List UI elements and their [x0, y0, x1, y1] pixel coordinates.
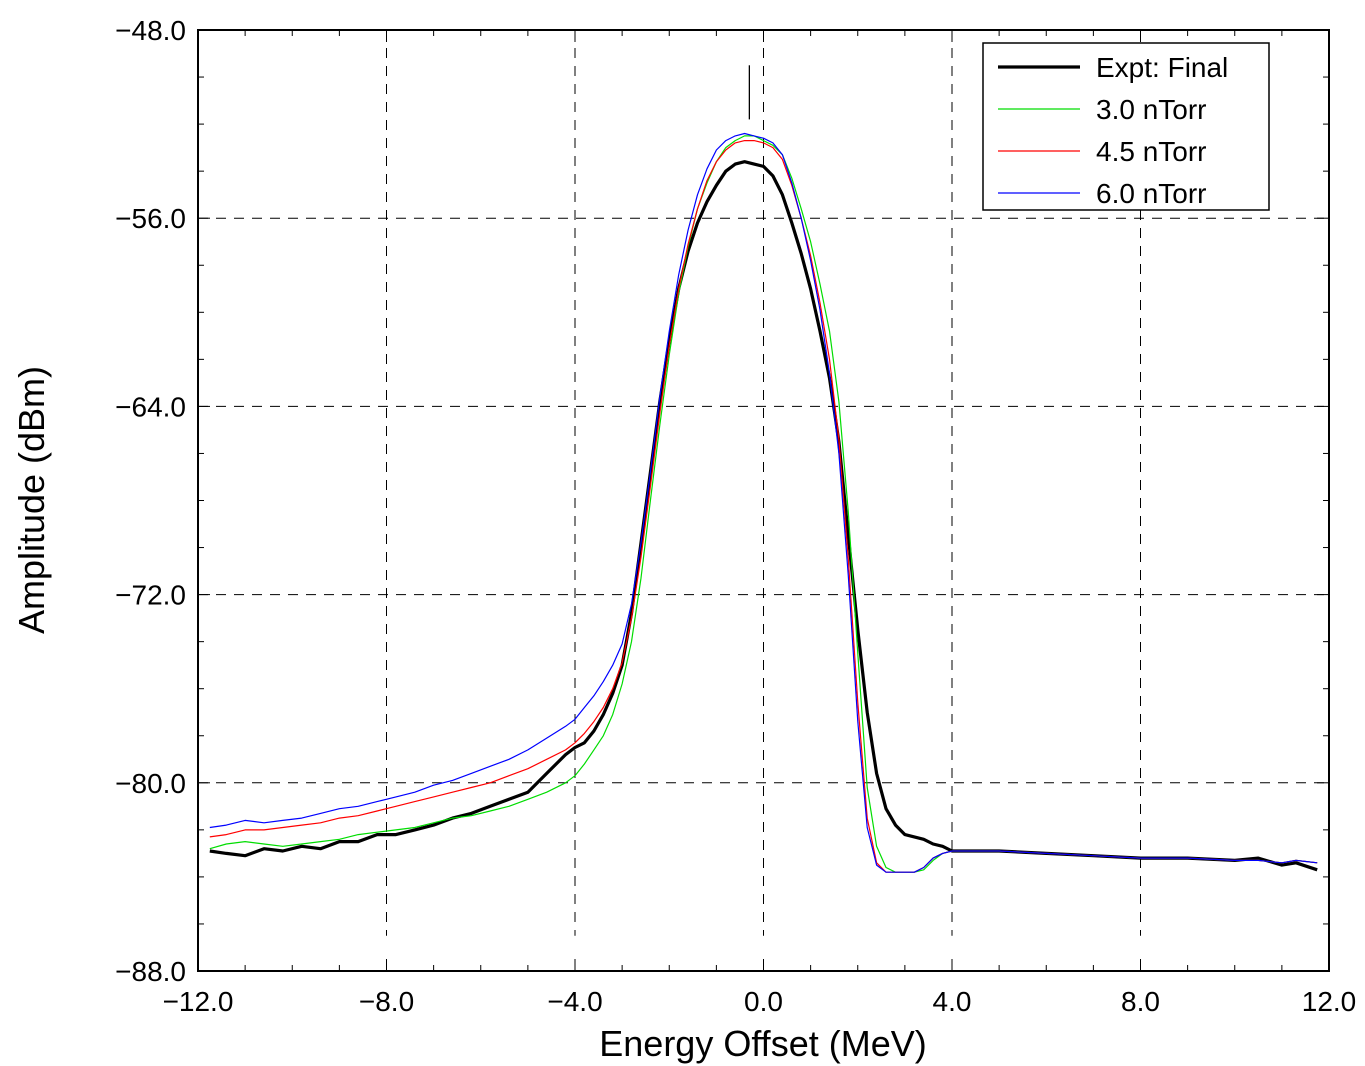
y-tick-label: −88.0 [115, 956, 186, 987]
legend-label-3: 6.0 nTorr [1096, 178, 1207, 209]
x-tick-label: 12.0 [1302, 986, 1357, 1017]
grid-lines [198, 30, 1329, 936]
x-tick-label: −4.0 [547, 986, 602, 1017]
y-tick-label: −48.0 [115, 15, 186, 46]
y-tick-label: −72.0 [115, 580, 186, 611]
legend-label-1: 3.0 nTorr [1096, 94, 1207, 125]
tick-labels: −12.0 −8.0 −4.0 0.0 4.0 8.0 12.0 −48.0 −56.0 −64.… [115, 15, 1356, 1017]
x-tick-label: 4.0 [933, 986, 972, 1017]
x-tick-label: −8.0 [359, 986, 414, 1017]
x-axis-label: Energy Offset (MeV) [599, 1023, 926, 1064]
x-tick-label: 0.0 [744, 986, 783, 1017]
series-line-3 [209, 132, 1318, 873]
legend-box [982, 42, 1270, 211]
plot-frame [197, 29, 1330, 972]
series-group [209, 132, 1318, 873]
y-tick-label: −64.0 [115, 391, 186, 422]
legend-label-2: 4.5 nTorr [1096, 136, 1207, 167]
y-tick-label: −56.0 [115, 203, 186, 234]
x-tick-label: 8.0 [1121, 986, 1160, 1017]
legend: Expt: Final 3.0 nTorr 4.5 nTorr 6.0 nTorr [982, 42, 1270, 211]
y-axis-label: Amplitude (dBm) [11, 366, 52, 634]
legend-label-0: Expt: Final [1096, 52, 1228, 83]
y-tick-label: −80.0 [115, 768, 186, 799]
series-line-0 [209, 160, 1318, 872]
x-tick-label: −12.0 [163, 986, 234, 1017]
